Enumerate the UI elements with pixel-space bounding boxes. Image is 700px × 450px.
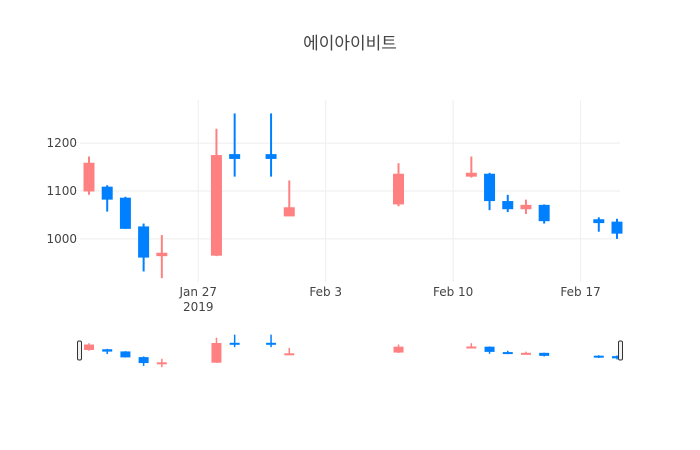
slider-candle-body — [539, 352, 550, 356]
y-axis: 1000 1100 1200 — [46, 136, 77, 246]
slider-candle — [466, 343, 477, 349]
candle-body — [138, 226, 150, 258]
chart-title: 에이아이비트 — [303, 34, 397, 54]
slider-candle-body — [284, 353, 295, 356]
candle-body — [520, 204, 532, 210]
candlestick-series[interactable] — [83, 113, 623, 279]
candle-decreasing[interactable] — [229, 113, 241, 177]
slider-candle-body — [612, 356, 622, 359]
x-gridlines — [197, 100, 582, 282]
candle-decreasing[interactable] — [593, 217, 605, 232]
slider-candle — [612, 355, 622, 360]
slider-candle — [502, 350, 513, 355]
candle-body — [465, 172, 477, 177]
x-tick-sublabel: 2019 — [183, 300, 214, 314]
candle-body — [593, 219, 605, 224]
candle-body — [283, 207, 295, 217]
candle-body — [156, 252, 168, 257]
range-slider[interactable] — [77, 334, 623, 368]
slider-candle-body — [502, 352, 513, 355]
candle-increasing[interactable] — [83, 156, 95, 195]
y-tick-label: 1200 — [46, 136, 77, 150]
candle-body — [538, 204, 550, 222]
slider-candle — [484, 346, 495, 354]
slider-candle — [229, 334, 240, 348]
candle-body — [210, 155, 222, 256]
slider-candle-body — [393, 346, 404, 353]
candle-increasing[interactable] — [156, 235, 168, 279]
slider-candle-body — [84, 344, 94, 350]
candle-body — [229, 154, 241, 159]
candle-decreasing[interactable] — [265, 113, 277, 177]
slider-candle — [211, 337, 222, 363]
candle-increasing[interactable] — [283, 180, 295, 217]
slider-candle-body — [520, 352, 531, 355]
slider-candle-body — [266, 342, 277, 345]
plot-area[interactable] — [80, 100, 623, 282]
candle-decreasing[interactable] — [119, 196, 131, 229]
candle-increasing[interactable] — [393, 163, 405, 207]
slider-candle — [156, 358, 167, 368]
slider-candle-body — [593, 355, 604, 358]
candle-body — [484, 173, 496, 202]
slider-candle — [84, 343, 94, 351]
slider-candle — [393, 344, 404, 354]
slider-candle-body — [120, 351, 131, 358]
slider-candle-body — [102, 349, 113, 352]
candle-body — [393, 173, 405, 205]
slider-candle — [266, 334, 277, 348]
y-tick-label: 1000 — [46, 232, 77, 246]
slider-candle-body — [229, 342, 240, 345]
candle-decreasing[interactable] — [538, 204, 550, 224]
candle-body — [502, 201, 514, 210]
x-tick-label: Feb 17 — [560, 285, 600, 299]
candle-increasing[interactable] — [465, 156, 477, 178]
range-slider-right-handle[interactable] — [618, 340, 623, 361]
x-tick-label: Jan 27 — [178, 285, 217, 299]
candle-decreasing[interactable] — [138, 223, 150, 272]
slider-candle — [102, 348, 113, 355]
slider-candle — [593, 355, 604, 359]
candle-body — [119, 197, 131, 229]
candle-body — [611, 221, 623, 234]
candle-decreasing[interactable] — [502, 194, 514, 213]
slider-candle — [539, 352, 550, 357]
slider-candle — [120, 351, 131, 358]
y-gridlines — [80, 142, 620, 240]
candle-increasing[interactable] — [210, 128, 222, 257]
candle-body — [101, 186, 113, 200]
candle-body — [83, 162, 95, 192]
candle-decreasing[interactable] — [101, 185, 113, 212]
y-tick-label: 1100 — [46, 184, 77, 198]
slider-candle — [520, 351, 531, 355]
candle-decreasing[interactable] — [611, 218, 623, 239]
candle-body — [265, 154, 277, 159]
slider-candle-body — [211, 342, 222, 363]
x-tick-label: Feb 10 — [433, 285, 473, 299]
slider-candle — [284, 347, 295, 356]
x-tick-label: Feb 3 — [309, 285, 342, 299]
slider-candle-body — [138, 357, 149, 364]
range-slider-left-handle[interactable] — [77, 340, 82, 361]
slider-candle-body — [484, 346, 495, 352]
slider-candle — [138, 356, 149, 366]
slider-candle-body — [466, 346, 477, 349]
slider-candle-body — [156, 362, 167, 365]
range-slider-preview — [84, 334, 622, 368]
candle-increasing[interactable] — [520, 199, 532, 214]
candle-decreasing[interactable] — [484, 172, 496, 211]
